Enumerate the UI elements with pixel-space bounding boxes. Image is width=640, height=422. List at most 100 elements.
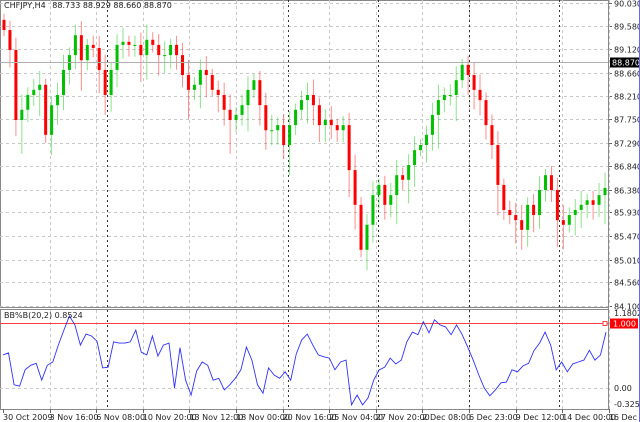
candle — [2, 13, 6, 37]
candle-body — [97, 47, 101, 70]
price-tick-label: 84.560 — [614, 279, 640, 288]
candle-body — [424, 134, 428, 146]
candle — [377, 178, 381, 209]
candle — [56, 82, 60, 125]
time-tick-label: 2 Dec 08:00 — [422, 413, 471, 422]
candle-body — [579, 204, 583, 210]
candle — [383, 175, 387, 220]
candle — [192, 77, 196, 100]
candle — [151, 32, 155, 53]
candle-body — [311, 94, 315, 106]
candle-body — [543, 175, 547, 191]
candle-body — [407, 164, 411, 180]
candle — [270, 114, 274, 146]
price-tick-label: 85.010 — [614, 257, 640, 266]
candle — [163, 41, 167, 74]
candle — [496, 131, 500, 216]
candle-body — [353, 170, 357, 205]
level-handle — [602, 321, 608, 326]
indicator-tick-label: 1.1802 — [614, 309, 640, 318]
candle-body — [44, 84, 48, 135]
candle-body — [198, 69, 202, 85]
candle-body — [413, 150, 417, 165]
candle — [121, 28, 125, 59]
candle — [335, 118, 339, 142]
candle — [460, 58, 464, 89]
symbol-label: CHFJPY,H4 88.733 88.929 88.660 88.870 — [4, 1, 172, 10]
candle — [62, 54, 66, 111]
candle-body — [157, 44, 161, 56]
candle-body — [526, 204, 530, 230]
time-tick-label: 18 Nov 00:00 — [236, 413, 290, 422]
candle-body — [270, 130, 274, 132]
candle-body — [186, 75, 190, 90]
candle-body — [210, 75, 214, 90]
candle — [311, 79, 315, 126]
price-tick-label: 88.660 — [614, 70, 640, 79]
candle-body — [323, 120, 327, 126]
candle — [109, 62, 113, 112]
candle-body — [442, 94, 446, 101]
candle — [85, 38, 89, 71]
candle-body — [520, 220, 524, 230]
candle — [139, 32, 143, 83]
candle — [371, 181, 375, 243]
candle — [258, 70, 262, 126]
indicator-tick-label: -0.3252 — [614, 400, 640, 409]
candle-body — [502, 184, 506, 210]
candle-body — [62, 69, 66, 95]
candle — [216, 80, 220, 113]
time-tick-label: 20 Nov 16:00 — [283, 413, 337, 422]
candle-body — [419, 145, 423, 151]
candle-body — [91, 44, 95, 48]
candle — [359, 197, 363, 258]
candle-body — [26, 94, 30, 110]
candle-body — [14, 50, 18, 121]
candle — [448, 84, 452, 106]
candle-body — [555, 190, 559, 221]
candle — [549, 165, 553, 202]
candle — [115, 34, 119, 88]
candle-body — [175, 44, 179, 56]
candle — [288, 111, 292, 176]
price-tick-label: 86.840 — [614, 163, 640, 172]
candle — [407, 154, 411, 204]
candle-body — [288, 125, 292, 146]
candle-body — [490, 125, 494, 146]
price-tick-label: 89.580 — [614, 23, 640, 32]
candle-body — [573, 209, 577, 216]
candle — [91, 35, 95, 58]
level-label: 1.000 — [613, 320, 636, 329]
candle — [79, 21, 83, 91]
candle-body — [359, 204, 363, 250]
candle — [585, 194, 589, 219]
candle-body — [127, 41, 131, 45]
candle-body — [246, 89, 250, 106]
candle — [14, 37, 18, 136]
candle-body — [222, 94, 226, 110]
time-tick-label: 25 Nov 04:00 — [329, 413, 383, 422]
candle-body — [115, 44, 119, 70]
candle-body — [383, 184, 387, 205]
candle — [97, 35, 101, 94]
candle-body — [228, 109, 232, 121]
candle-body — [258, 80, 262, 106]
candle-body — [282, 125, 286, 146]
candle — [401, 167, 405, 190]
candle — [532, 194, 536, 233]
price-tick-label: 88.210 — [614, 93, 640, 102]
time-tick-label: 16 Dec 16 — [609, 413, 640, 422]
candle-body — [329, 120, 333, 126]
candle — [169, 38, 173, 69]
candle — [210, 68, 214, 96]
candle — [543, 169, 547, 202]
candle-body — [538, 190, 542, 216]
current-price-label: 88.870 — [612, 59, 640, 68]
candle — [198, 59, 202, 109]
candle — [424, 125, 428, 163]
time-tick-label: 27 Nov 20:00 — [376, 413, 430, 422]
price-tick-label: 86.380 — [614, 187, 640, 196]
candle — [567, 207, 571, 233]
